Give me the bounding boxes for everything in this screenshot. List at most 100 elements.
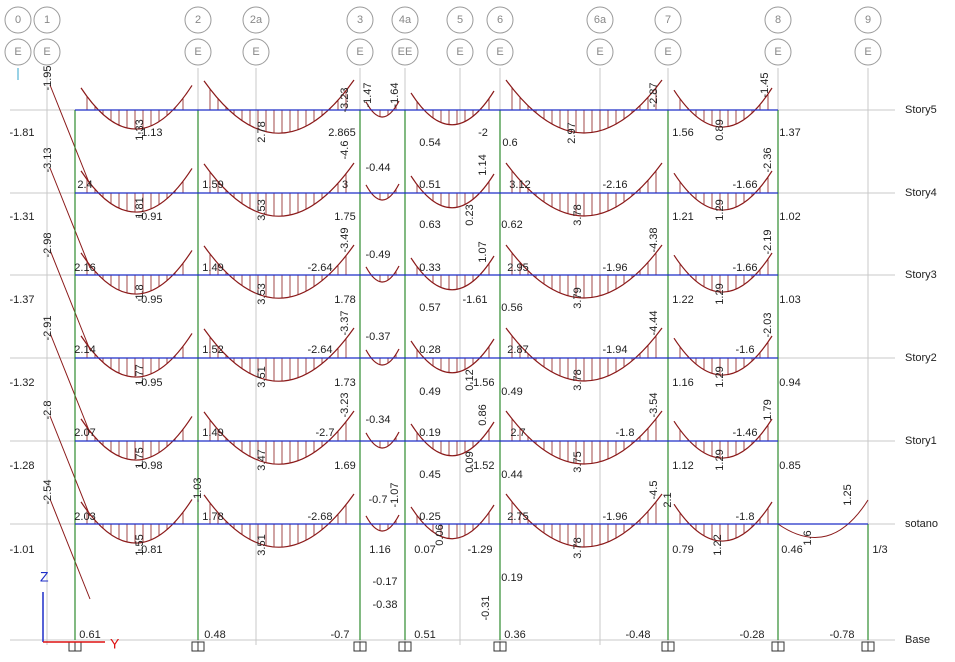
moment-value: 2.07	[74, 427, 95, 439]
moment-value: 1.21	[672, 211, 693, 223]
moment-value: -0.95	[137, 377, 162, 389]
moment-value: 3	[342, 179, 348, 191]
moment-value: -1.45	[759, 72, 771, 97]
moment-value: 1.49	[202, 262, 223, 274]
grid-bubble-story: E	[14, 46, 21, 58]
moment-value: -1.52	[469, 460, 494, 472]
moment-value: 2.14	[74, 344, 95, 356]
moment-value: -1.6	[736, 344, 755, 356]
moment-value: -1.46	[732, 427, 757, 439]
moment-value: 3.51	[256, 534, 268, 555]
grid-bubble-label: 0	[15, 14, 21, 26]
moment-value: 1.29	[714, 449, 726, 470]
grid-bubble-story: EE	[398, 46, 413, 58]
moment-value: 0.19	[419, 427, 440, 439]
moment-value: 3.53	[256, 199, 268, 220]
moment-value: 1.25	[842, 484, 854, 505]
moment-value: -4.6	[339, 141, 351, 160]
moment-value: -1.61	[462, 294, 487, 306]
moment-value: 0.51	[414, 629, 435, 641]
moment-value: -2.54	[42, 479, 54, 504]
moment-value: 2.865	[328, 127, 356, 139]
moment-value: -1.07	[389, 482, 401, 507]
moment-value: -0.98	[137, 460, 162, 472]
moment-value: 0.46	[781, 544, 802, 556]
moment-value: -0.7	[369, 494, 388, 506]
grid-bubble-story: E	[774, 46, 781, 58]
moment-value: -2	[478, 127, 488, 139]
grid-bubble-story: E	[252, 46, 259, 58]
moment-value: 0.51	[419, 179, 440, 191]
moment-value: 1.37	[779, 127, 800, 139]
moment-value: 1.14	[477, 154, 489, 175]
moment-value: -1.95	[42, 65, 54, 90]
grid-bubble-label: 6	[497, 14, 503, 26]
grid-bubble-label: 1	[44, 14, 50, 26]
moment-curve	[204, 163, 354, 216]
moment-value: -0.91	[137, 211, 162, 223]
moment-value: 0.44	[501, 469, 522, 481]
moment-value: 2.97	[566, 122, 578, 143]
grid-bubble-story: E	[496, 46, 503, 58]
moment-value: 0.48	[204, 629, 225, 641]
moment-value: 0.62	[501, 219, 522, 231]
moment-value: 0.6	[502, 137, 517, 149]
moment-value: -1.29	[467, 544, 492, 556]
grid-bubble-label: 4a	[399, 14, 412, 26]
axis-label: Y	[110, 636, 120, 652]
grid-bubble-label: 2	[195, 14, 201, 26]
moment-value: 3.12	[509, 179, 530, 191]
moment-value: 1.07	[477, 241, 489, 262]
moment-value: -1.28	[9, 460, 34, 472]
moment-value: -1.66	[732, 179, 757, 191]
moment-value: 2.78	[256, 121, 268, 142]
moment-value: 1.22	[712, 534, 724, 555]
moment-value: -1.8	[736, 511, 755, 523]
moment-value: -0.34	[365, 414, 390, 426]
grid-bubble-label: 8	[775, 14, 781, 26]
story-label: sotano	[905, 518, 938, 530]
moment-value: -1.96	[602, 511, 627, 523]
moment-value: 0.86	[477, 404, 489, 425]
moment-curve	[366, 515, 399, 531]
moment-value: 2.95	[507, 262, 528, 274]
grid-bubble-story: E	[864, 46, 871, 58]
moment-value: -1.13	[137, 127, 162, 139]
story-label: Story4	[905, 187, 937, 199]
moment-value: 2.87	[507, 344, 528, 356]
moment-value: -0.28	[739, 629, 764, 641]
moment-value: 2.4	[77, 179, 92, 191]
moment-value: 0.57	[419, 302, 440, 314]
moment-value: -1.66	[732, 262, 757, 274]
grid-bubble-label: 6a	[594, 14, 607, 26]
moment-value: 0.19	[501, 572, 522, 584]
moment-value: 0.56	[501, 302, 522, 314]
moment-value: -1.64	[389, 82, 401, 107]
moment-value: 0.25	[419, 511, 440, 523]
axis-label: Z	[40, 569, 49, 585]
moment-value: 0.63	[419, 219, 440, 231]
moment-value: 1.29	[714, 366, 726, 387]
moment-value: -1.81	[9, 127, 34, 139]
grid-bubble-story: E	[664, 46, 671, 58]
moment-curve	[366, 349, 399, 365]
moment-value: 1.29	[714, 199, 726, 220]
moment-value: 1.69	[334, 460, 355, 472]
moment-value: -2.68	[307, 511, 332, 523]
moment-value: -2.98	[42, 232, 54, 257]
moment-value: -3.49	[339, 227, 351, 252]
moment-value: -0.38	[372, 599, 397, 611]
moment-value: 3.51	[256, 366, 268, 387]
grid-bubble-label: 5	[457, 14, 463, 26]
moment-value: 3.47	[256, 449, 268, 470]
moment-value: 1.59	[202, 179, 223, 191]
moment-value: -0.17	[372, 576, 397, 588]
moment-curve	[366, 432, 399, 448]
moment-value: 0.85	[779, 460, 800, 472]
moment-value: 1.22	[672, 294, 693, 306]
moment-value: -2.16	[602, 179, 627, 191]
moment-value: -1.03	[192, 477, 204, 502]
moment-value: -3.37	[339, 310, 351, 335]
moment-value: 0.49	[501, 386, 522, 398]
grid-bubble-story: E	[194, 46, 201, 58]
